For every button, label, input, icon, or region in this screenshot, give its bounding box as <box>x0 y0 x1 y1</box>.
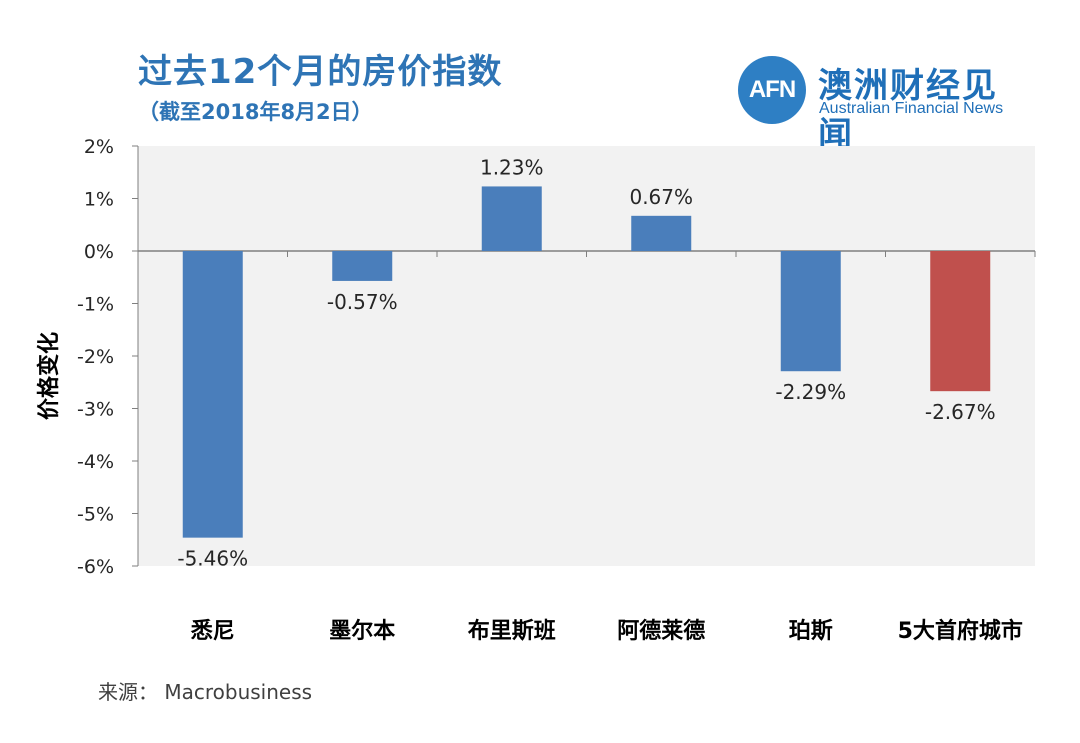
y-tick-label: 0% <box>84 241 114 263</box>
y-tick-label: -5% <box>77 504 114 526</box>
y-tick-label: -4% <box>77 451 114 473</box>
chart-subtitle: （截至2018年8月2日） <box>138 100 373 124</box>
bar <box>930 251 991 392</box>
bar <box>481 186 542 251</box>
source-label: 来源： <box>98 680 158 704</box>
afn-logo: AFN 澳洲财经见闻 Australian Financial News <box>738 56 1028 155</box>
y-tick-label: 1% <box>84 189 114 211</box>
data-label: -0.57% <box>327 290 398 314</box>
x-category-label: 布里斯班 <box>468 618 556 644</box>
x-category-label: 珀斯 <box>789 618 833 644</box>
bar <box>780 251 841 372</box>
y-tick-label: -6% <box>77 556 114 578</box>
bar <box>631 215 692 251</box>
x-category-label: 悉尼 <box>191 619 235 644</box>
x-category-label: 阿德莱德 <box>617 618 705 644</box>
y-tick-label: 2% <box>84 136 114 158</box>
y-tick-label: -2% <box>77 346 114 368</box>
data-label: -2.67% <box>925 400 996 424</box>
plot-area <box>138 146 1035 566</box>
afn-logo-mark: AFN <box>738 56 806 124</box>
afn-logo-name-en: Australian Financial News <box>819 100 1004 117</box>
x-category-label: 墨尔本 <box>329 618 395 644</box>
afn-logo-name-cn: 澳洲财经见闻 <box>818 66 998 155</box>
y-tick-label: -3% <box>77 399 114 421</box>
y-tick-label: -1% <box>77 294 114 316</box>
source-note: 来源： Macrobusiness <box>98 676 312 705</box>
y-axis-title: 价格变化 <box>36 332 62 420</box>
data-label: 1.23% <box>480 155 544 179</box>
data-label: -5.46% <box>177 547 248 571</box>
source-value: Macrobusiness <box>164 680 313 704</box>
x-category-label: 5大首府城市 <box>898 618 1023 644</box>
data-label: -2.29% <box>775 380 846 404</box>
chart-title: 过去12个月的房价指数 <box>138 52 503 92</box>
data-label: 0.67% <box>629 185 693 209</box>
bar <box>332 251 393 281</box>
bar <box>182 251 243 538</box>
